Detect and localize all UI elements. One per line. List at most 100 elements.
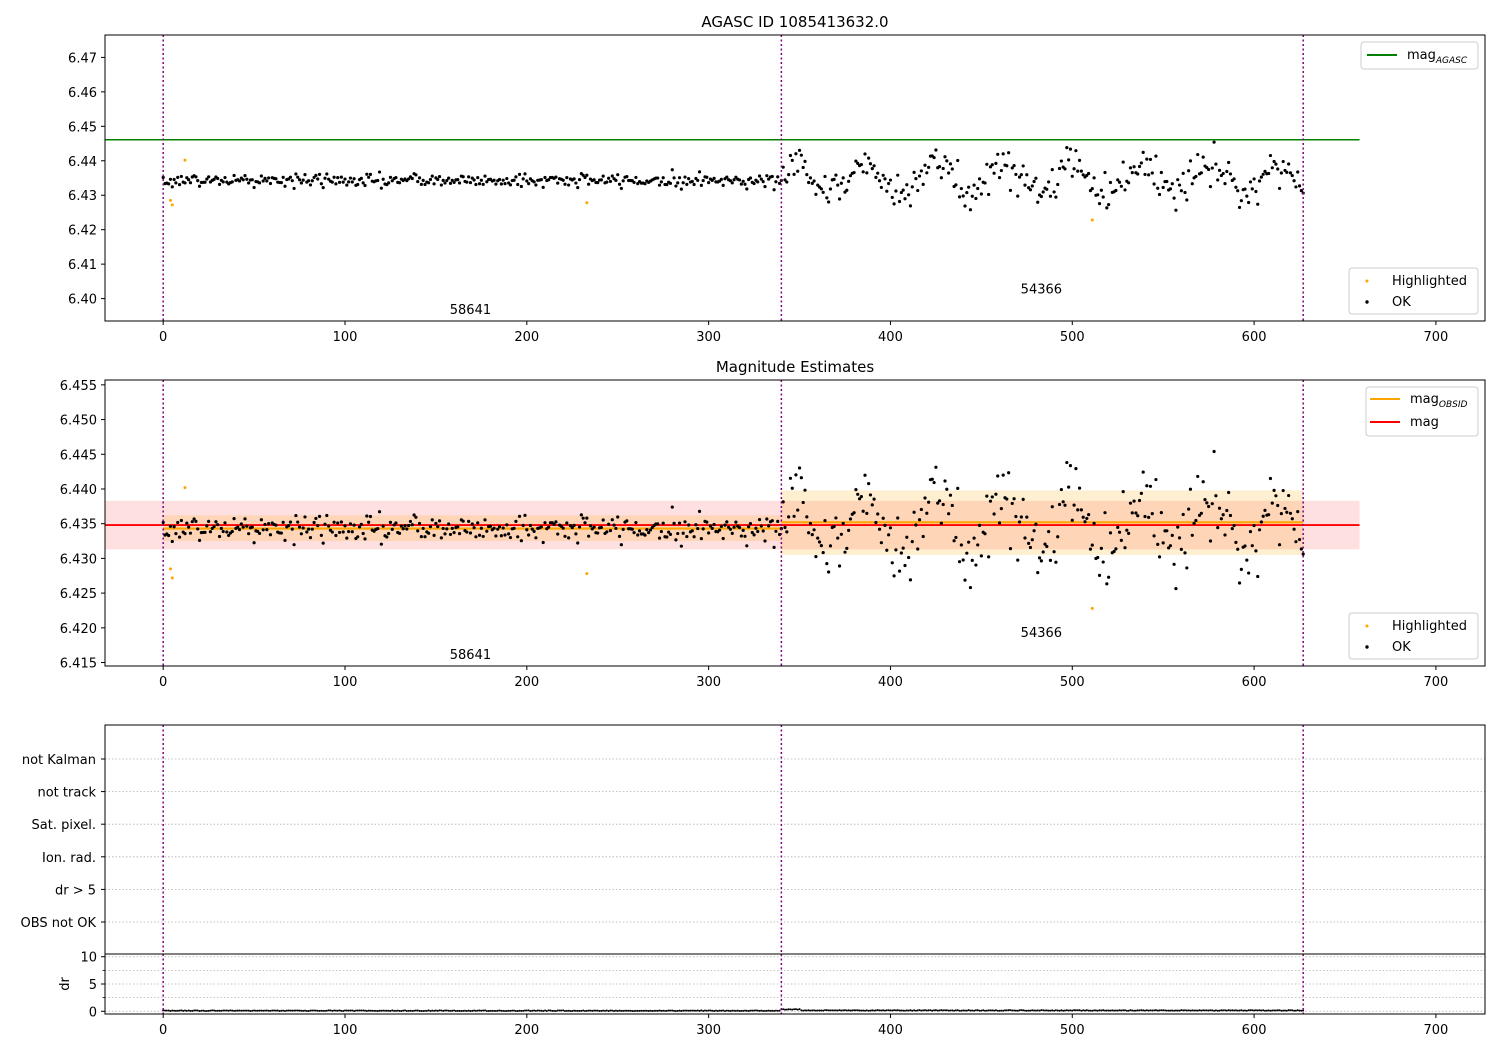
ok-point bbox=[814, 192, 818, 196]
dr-point bbox=[1264, 1009, 1266, 1012]
dr-point bbox=[742, 1009, 745, 1012]
dr-point bbox=[1111, 1009, 1114, 1012]
dr-point bbox=[909, 1009, 912, 1012]
ok-point bbox=[305, 530, 309, 534]
ok-point bbox=[1234, 185, 1238, 189]
ok-point bbox=[259, 174, 263, 178]
ok-point bbox=[1101, 195, 1105, 199]
dr-point bbox=[1134, 1009, 1137, 1012]
dr-point bbox=[538, 1009, 541, 1012]
dr-point bbox=[274, 1009, 277, 1012]
ok-point bbox=[747, 525, 751, 529]
dr-point bbox=[593, 1009, 596, 1012]
ok-point bbox=[754, 526, 758, 530]
ok-point bbox=[1214, 162, 1218, 166]
ok-point bbox=[636, 182, 640, 186]
ok-point bbox=[625, 519, 629, 523]
dr-point bbox=[1154, 1009, 1157, 1012]
ok-point bbox=[190, 520, 194, 524]
dr-point bbox=[260, 1009, 263, 1012]
ok-point bbox=[265, 528, 269, 532]
dr-point bbox=[540, 1009, 543, 1012]
ok-point bbox=[852, 170, 856, 175]
ok-point bbox=[485, 529, 489, 533]
legend-label-mag: mag bbox=[1407, 48, 1436, 63]
ok-point bbox=[772, 188, 776, 192]
ok-point bbox=[407, 523, 411, 528]
dr-point bbox=[416, 1009, 419, 1012]
dr-point bbox=[180, 1009, 183, 1012]
dr-point bbox=[247, 1009, 250, 1012]
dr-point bbox=[1253, 1009, 1256, 1012]
ok-point bbox=[1239, 199, 1243, 203]
ok-point bbox=[1201, 480, 1205, 484]
ok-point bbox=[967, 540, 971, 544]
dr-point bbox=[776, 1009, 779, 1012]
dr-point bbox=[1282, 1009, 1285, 1012]
ok-point bbox=[939, 521, 943, 525]
ok-point bbox=[521, 523, 525, 528]
ok-point bbox=[1285, 510, 1289, 514]
dr-point bbox=[340, 1009, 343, 1012]
ok-point bbox=[1294, 185, 1298, 189]
y-tick-label: 6.435 bbox=[60, 518, 97, 533]
ok-point bbox=[288, 175, 293, 179]
ok-point bbox=[174, 181, 178, 185]
x-tick-label: 0 bbox=[159, 1023, 167, 1038]
y-tick-label: 6.40 bbox=[68, 293, 97, 308]
dr-point bbox=[596, 1009, 599, 1012]
ok-point bbox=[1130, 511, 1134, 515]
dr-point bbox=[1169, 1009, 1172, 1012]
dr-point bbox=[642, 1009, 645, 1012]
dr-point bbox=[1016, 1009, 1019, 1012]
ok-point bbox=[585, 516, 589, 520]
dr-point bbox=[920, 1009, 923, 1012]
agasc-axes-frame bbox=[104, 34, 1486, 322]
ok-point bbox=[1261, 514, 1265, 518]
ok-point bbox=[412, 513, 416, 517]
ok-point bbox=[252, 541, 256, 545]
dr-point bbox=[334, 1009, 337, 1012]
figure-title: AGASC ID 1085413632.0 bbox=[701, 13, 888, 31]
ok-point bbox=[472, 178, 476, 182]
ok-point bbox=[988, 165, 993, 169]
ok-point bbox=[1039, 559, 1043, 563]
dr-point bbox=[1138, 1009, 1141, 1012]
ok-point bbox=[877, 527, 882, 531]
ok-point bbox=[1137, 164, 1142, 169]
dr-point bbox=[847, 1009, 850, 1012]
ok-point bbox=[1059, 159, 1063, 163]
ok-point bbox=[712, 176, 716, 180]
ok-point bbox=[963, 204, 967, 208]
ok-point bbox=[781, 165, 785, 169]
ok-point bbox=[1167, 546, 1171, 550]
dr-point bbox=[636, 1009, 639, 1012]
dr-point bbox=[754, 1009, 757, 1012]
ok-point bbox=[287, 524, 291, 528]
ok-point bbox=[810, 181, 814, 186]
ok-point bbox=[290, 179, 294, 183]
dr-point bbox=[1280, 1009, 1283, 1012]
ok-point bbox=[363, 183, 367, 188]
ok-point bbox=[379, 542, 383, 546]
ok-point bbox=[1148, 484, 1153, 488]
ok-point bbox=[1196, 152, 1200, 157]
dr-point bbox=[1136, 1009, 1139, 1012]
dr-point bbox=[1009, 1009, 1012, 1012]
dr-point bbox=[307, 1010, 310, 1013]
ok-point bbox=[1259, 175, 1263, 179]
dr-point bbox=[1176, 1009, 1179, 1012]
dr-point bbox=[1271, 1009, 1274, 1012]
ok-point bbox=[897, 199, 902, 204]
ok-point bbox=[567, 183, 571, 187]
dr-point bbox=[434, 1009, 437, 1012]
ok-point bbox=[667, 530, 671, 534]
dr-point bbox=[354, 1009, 357, 1012]
ok-point bbox=[672, 521, 676, 525]
ok-point bbox=[1034, 176, 1038, 180]
dr-point bbox=[564, 1010, 566, 1013]
obsid-label-54366: 54366 bbox=[1021, 626, 1062, 641]
ok-point bbox=[656, 522, 660, 526]
ok-point bbox=[232, 517, 236, 521]
dr-point bbox=[1047, 1009, 1050, 1012]
